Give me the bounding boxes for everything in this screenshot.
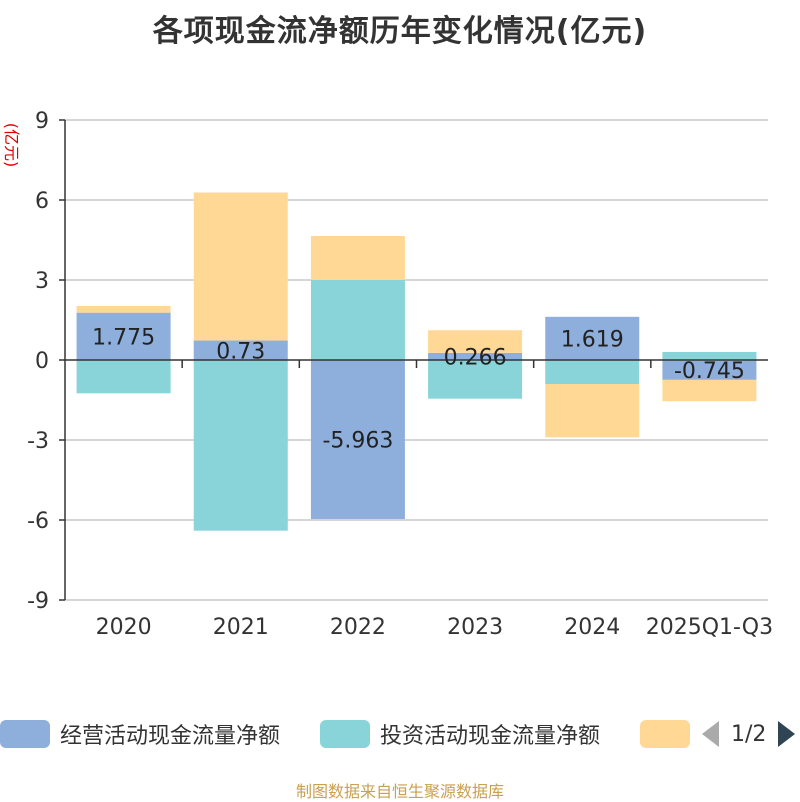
- y-tick-label: -3: [27, 429, 49, 454]
- bar-investing[interactable]: [76, 360, 171, 394]
- legend-pager: 1/2: [702, 714, 796, 754]
- data-label: 1.775: [92, 325, 155, 350]
- legend-label-operating: 经营活动现金流量净额: [60, 724, 281, 749]
- x-tick-label: 2023: [447, 615, 503, 640]
- data-label: 0.266: [444, 345, 507, 370]
- bar-investing[interactable]: [428, 360, 523, 399]
- bar-financing[interactable]: [662, 379, 757, 402]
- bar-investing[interactable]: [310, 280, 405, 360]
- x-tick-label: 2025Q1-Q3: [646, 615, 773, 640]
- bar-operating[interactable]: [662, 360, 757, 380]
- pager-prev-icon[interactable]: [702, 721, 719, 747]
- bar-investing[interactable]: [545, 360, 640, 384]
- bar-operating[interactable]: [545, 316, 640, 360]
- bar-operating[interactable]: [193, 340, 288, 360]
- legend-item-financing[interactable]: [640, 714, 690, 754]
- legend-swatch-financing: [640, 720, 690, 748]
- chart-title: 各项现金流净额历年变化情况(亿元): [152, 14, 648, 49]
- axes: -9 -6 -3 0 3 6 9 2020 2021 2022 2023 2024 2025Q1-Q3: [27, 109, 773, 640]
- legend-item-operating[interactable]: 经营活动现金流量净额: [0, 714, 280, 754]
- x-tick-label: 2020: [96, 615, 152, 640]
- legend-swatch-operating: [0, 720, 50, 748]
- x-tick-label: 2021: [213, 615, 269, 640]
- data-label: -5.963: [322, 429, 393, 454]
- pager-text: 1/2: [731, 721, 767, 747]
- y-tick-label: 3: [35, 269, 49, 294]
- bar-investing[interactable]: [662, 352, 757, 360]
- data-label: 1.619: [561, 327, 624, 352]
- bar-financing[interactable]: [428, 330, 523, 353]
- y-tick-label: 0: [35, 349, 49, 374]
- legend-item-investing[interactable]: 投资活动现金流量净额: [320, 714, 600, 754]
- bar-financing[interactable]: [545, 384, 640, 438]
- y-axis-label: (亿元): [2, 123, 21, 168]
- data-label: 0.73: [216, 339, 265, 364]
- y-tick-label: -9: [27, 589, 49, 614]
- x-tick-label: 2024: [564, 615, 620, 640]
- data-labels: 1.775 0.73 -5.963 0.266 1.619 -0.745: [92, 325, 745, 453]
- grid-lines: [65, 119, 768, 601]
- legend-swatch-investing: [320, 720, 370, 748]
- bar-group: [76, 192, 757, 531]
- pager-next-icon[interactable]: [778, 721, 796, 747]
- bar-financing[interactable]: [310, 236, 405, 280]
- bar-investing[interactable]: [193, 360, 288, 531]
- y-tick-label: -6: [27, 509, 49, 534]
- bar-operating[interactable]: [428, 352, 523, 360]
- legend-label-investing: 投资活动现金流量净额: [380, 724, 601, 749]
- bar-operating[interactable]: [76, 312, 171, 360]
- data-source: 制图数据来自恒生聚源数据库: [295, 782, 504, 801]
- y-tick-label: 6: [35, 189, 49, 214]
- bar-financing[interactable]: [193, 192, 288, 341]
- y-tick-label: 9: [35, 109, 49, 134]
- bar-financing[interactable]: [76, 306, 171, 313]
- zero-axis: [65, 359, 768, 368]
- bar-operating[interactable]: [310, 360, 405, 520]
- x-tick-label: 2022: [330, 615, 386, 640]
- legend: 经营活动现金流量净额 投资活动现金流量净额 1/2: [0, 714, 800, 754]
- data-label: -0.745: [674, 359, 745, 384]
